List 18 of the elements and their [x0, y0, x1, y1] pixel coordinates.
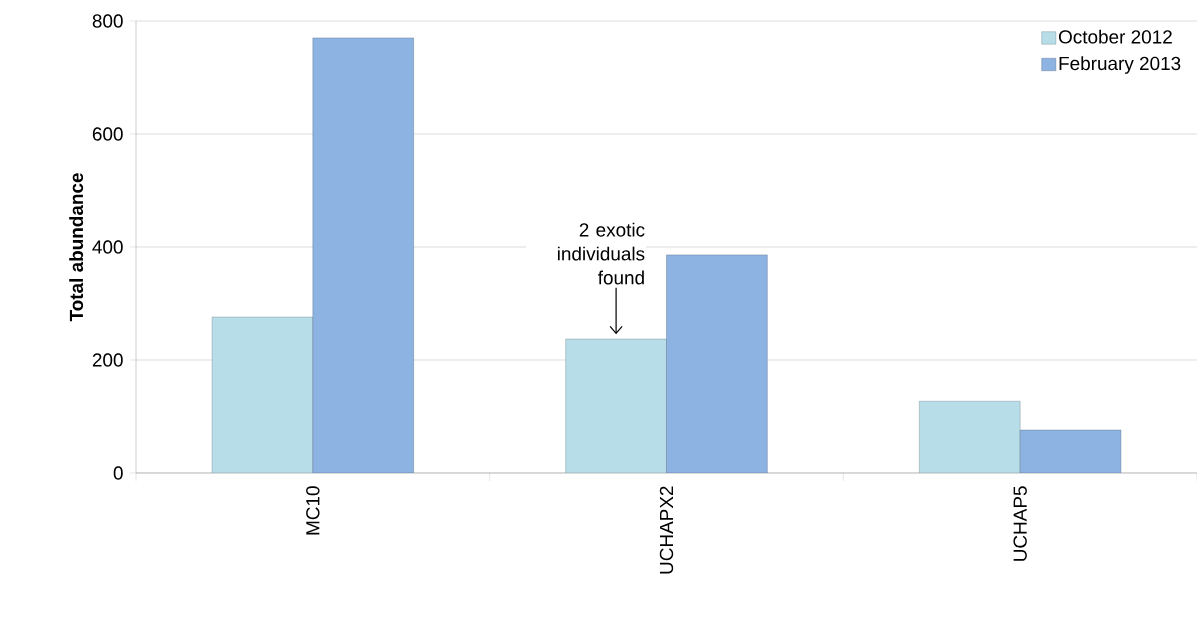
y-tick-label: 0 [113, 466, 123, 480]
bar [666, 254, 768, 473]
x-tick-label: UCHAP5 [1013, 486, 1027, 561]
bar [211, 316, 314, 473]
legend-label: October 2012 [1058, 29, 1172, 44]
y-tick-label: 600 [92, 127, 123, 141]
x-tick-label: MC10 [306, 486, 320, 535]
y-tick-label: 200 [92, 353, 123, 367]
bar [919, 401, 1021, 473]
bar [565, 338, 667, 473]
y-tick-label: 800 [92, 14, 123, 28]
bar [1019, 429, 1122, 473]
legend-label: February 2013 [1059, 56, 1181, 74]
y-axis-title: Total abundance [69, 173, 84, 322]
y-tick-label: 400 [92, 240, 123, 254]
x-tick-label: UCHAPX2 [659, 486, 674, 574]
bar [312, 37, 414, 473]
annotation: 2 exotic individuals found [557, 222, 645, 285]
